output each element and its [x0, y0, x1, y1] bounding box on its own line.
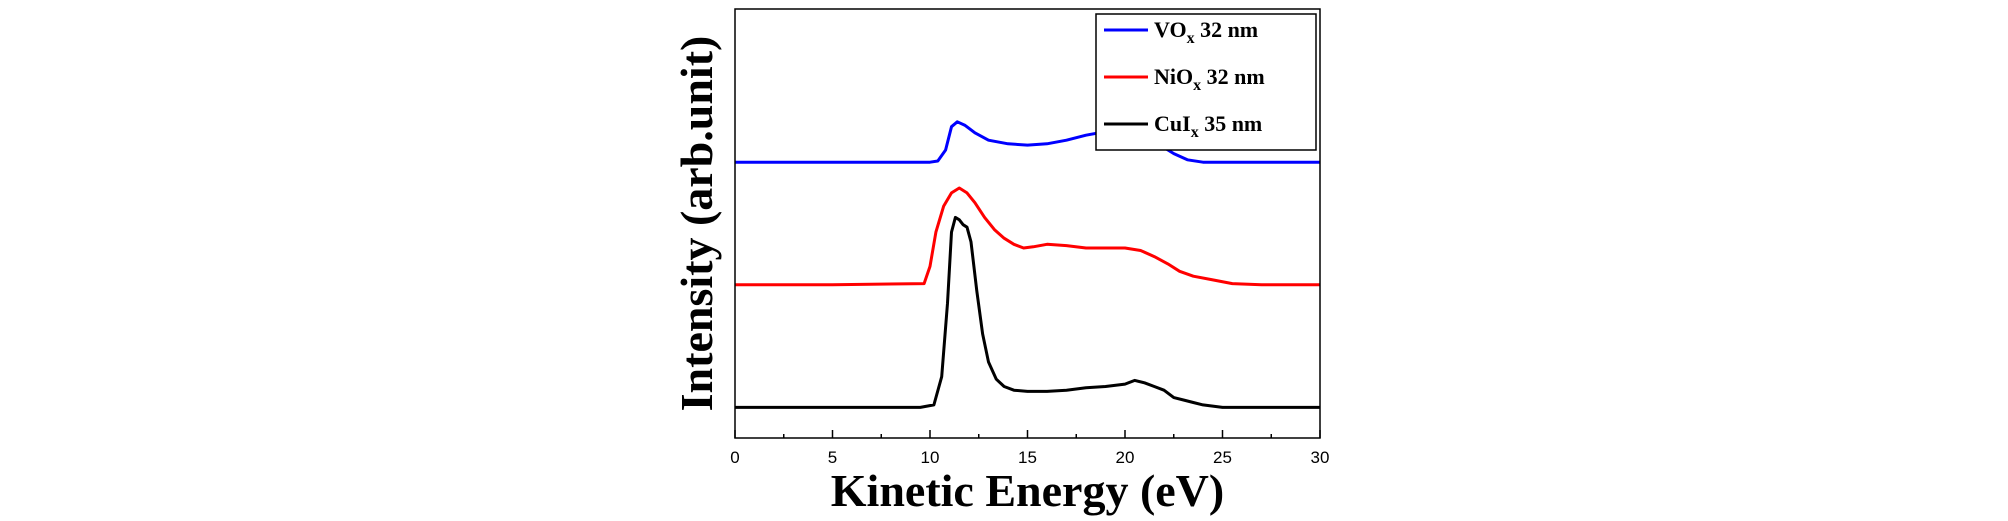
x-axis-title: Kinetic Energy (eV)	[831, 465, 1224, 516]
x-tick-label: 10	[921, 448, 940, 467]
x-tick-label: 15	[1018, 448, 1037, 467]
series-line-2	[735, 215, 1320, 409]
legend-label-0: VOx 32 nm	[1154, 17, 1258, 47]
x-tick-label: 25	[1213, 448, 1232, 467]
plot-lines	[735, 120, 1320, 409]
series-line-1	[735, 186, 1320, 287]
x-tick-label: 5	[828, 448, 837, 467]
x-tick-label: 20	[1116, 448, 1135, 467]
series-line-0	[735, 120, 1320, 164]
x-axis-tick-labels: 0 5 10 15 20 25 30	[730, 448, 1329, 467]
legend-box	[1095, 13, 1317, 151]
legend-label-1: NiOx 32 nm	[1154, 64, 1265, 94]
legend-label-2: CuIx 35 nm	[1154, 111, 1262, 141]
y-axis-title: Intensity (arb.unit)	[671, 36, 722, 412]
x-tick-label: 30	[1311, 448, 1330, 467]
x-axis-ticks	[734, 430, 1321, 438]
legend: VOx 32 nm NiOx 32 nm CuIx 35 nm	[1095, 13, 1317, 151]
x-tick-label: 0	[730, 448, 739, 467]
